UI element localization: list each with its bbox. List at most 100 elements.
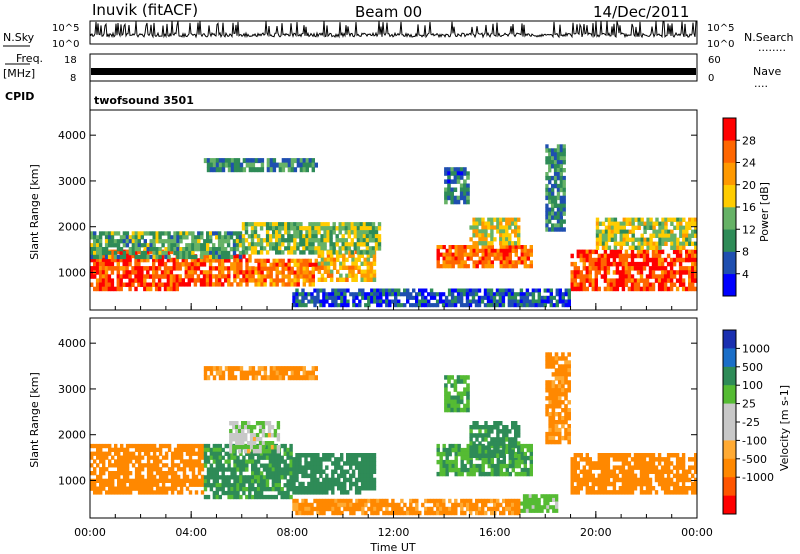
heatmap-cell	[688, 257, 692, 263]
heatmap-cell	[514, 248, 518, 253]
heatmap-cell	[397, 510, 401, 516]
heatmap-cell	[628, 221, 632, 226]
heatmap-cell	[496, 256, 500, 261]
heatmap-cell	[316, 506, 320, 512]
heatmap-cell	[618, 253, 623, 259]
heatmap-cell	[640, 221, 644, 226]
heatmap-cell	[96, 486, 100, 491]
heatmap-cell	[323, 222, 327, 227]
heatmap-cell	[167, 486, 172, 491]
heatmap-cell	[366, 269, 371, 274]
heatmap-cell	[468, 292, 473, 297]
heatmap-cell	[490, 443, 494, 449]
heatmap-cell	[262, 463, 267, 468]
heatmap-cell	[514, 453, 518, 458]
heatmap-cell	[646, 241, 650, 246]
heatmap-cell	[251, 487, 255, 492]
heatmap-cell	[548, 227, 552, 232]
heatmap-cell	[301, 469, 305, 474]
heatmap-cell	[323, 261, 328, 266]
heatmap-cell	[296, 278, 300, 283]
heatmap-cell	[287, 230, 291, 235]
heatmap-cell	[149, 490, 154, 495]
heatmap-cell	[472, 441, 476, 446]
heatmap-cell	[244, 445, 248, 450]
heatmap-cell	[514, 433, 518, 438]
heatmap-cell	[448, 447, 452, 453]
heatmap-cell	[478, 248, 482, 253]
heatmap-cell	[487, 445, 491, 450]
heatmap-cell	[388, 303, 392, 308]
heatmap-cell	[448, 451, 452, 457]
heatmap-cell	[305, 242, 309, 247]
heatmap-cell	[369, 469, 374, 474]
heatmap-cell	[134, 486, 139, 491]
heatmap-cell	[415, 292, 419, 297]
heatmap-cell	[490, 510, 494, 516]
heatmap-cell	[361, 288, 365, 293]
heatmap-cell	[607, 245, 612, 250]
heatmap-cell	[353, 230, 357, 235]
heatmap-cell	[363, 277, 367, 282]
heatmap-cell	[241, 441, 245, 446]
heatmap-cell	[448, 510, 452, 516]
heatmap-cell	[475, 510, 479, 516]
heatmap-cell	[543, 501, 547, 506]
power-x-ticks	[89, 303, 698, 310]
heatmap-cell	[299, 375, 304, 381]
heatmap-cell	[281, 370, 286, 376]
heatmap-cell	[264, 441, 269, 446]
heatmap-cell	[164, 490, 169, 495]
heatmap-cell	[137, 478, 142, 483]
heatmap-cell	[164, 463, 169, 468]
heatmap-cell	[172, 286, 176, 292]
heatmap-cell	[259, 483, 264, 488]
heatmap-cell	[454, 510, 458, 516]
heatmap-cell	[514, 260, 518, 265]
heatmap-cell	[209, 487, 214, 492]
heatmap-cell	[209, 475, 214, 480]
heatmap-cell	[545, 380, 549, 385]
heatmap-cell	[508, 256, 512, 261]
heatmap-cell	[295, 473, 299, 479]
heatmap-cell	[169, 278, 174, 283]
heatmap-cell	[663, 457, 668, 462]
heatmap-cell	[161, 463, 166, 468]
heatmap-cell	[299, 158, 304, 164]
heatmap-cell	[517, 441, 521, 446]
heatmap-cell	[567, 412, 571, 417]
heatmap-cell	[149, 463, 154, 468]
heatmap-cell	[283, 451, 287, 456]
heatmap-cell	[447, 395, 451, 400]
heatmap-cell	[441, 299, 446, 304]
heatmap-cell	[363, 261, 367, 266]
heatmap-cell	[331, 453, 335, 458]
heatmap-cell	[438, 295, 443, 300]
heatmap-cell	[559, 203, 563, 208]
heatmap-cell	[340, 481, 344, 487]
heatmap-cell	[313, 477, 317, 483]
heatmap-cell	[152, 467, 157, 472]
heatmap-cell	[610, 233, 615, 238]
heatmap-cell	[212, 247, 216, 252]
heatmap-cell	[289, 467, 293, 472]
heatmap-cell	[314, 258, 318, 263]
heatmap-cell	[481, 233, 485, 238]
heatmap-cell	[134, 239, 138, 244]
heatmap-cell	[250, 242, 255, 247]
heatmap-cell	[302, 250, 306, 255]
heatmap-cell	[369, 261, 374, 266]
heatmap-cell	[182, 447, 187, 452]
heatmap-cell	[104, 247, 109, 252]
heatmap-cell	[113, 231, 118, 236]
heatmap-cell	[367, 299, 371, 304]
heatmap-cell	[450, 171, 454, 176]
heatmap-cell	[99, 467, 103, 472]
heatmap-cell	[639, 253, 644, 259]
heatmap-cell	[627, 477, 632, 483]
heatmap-cell	[263, 282, 267, 287]
heatmap-cell	[499, 221, 503, 226]
heatmap-cell	[348, 253, 352, 258]
heatmap-cell	[149, 482, 154, 487]
heatmap-cell	[624, 486, 629, 491]
